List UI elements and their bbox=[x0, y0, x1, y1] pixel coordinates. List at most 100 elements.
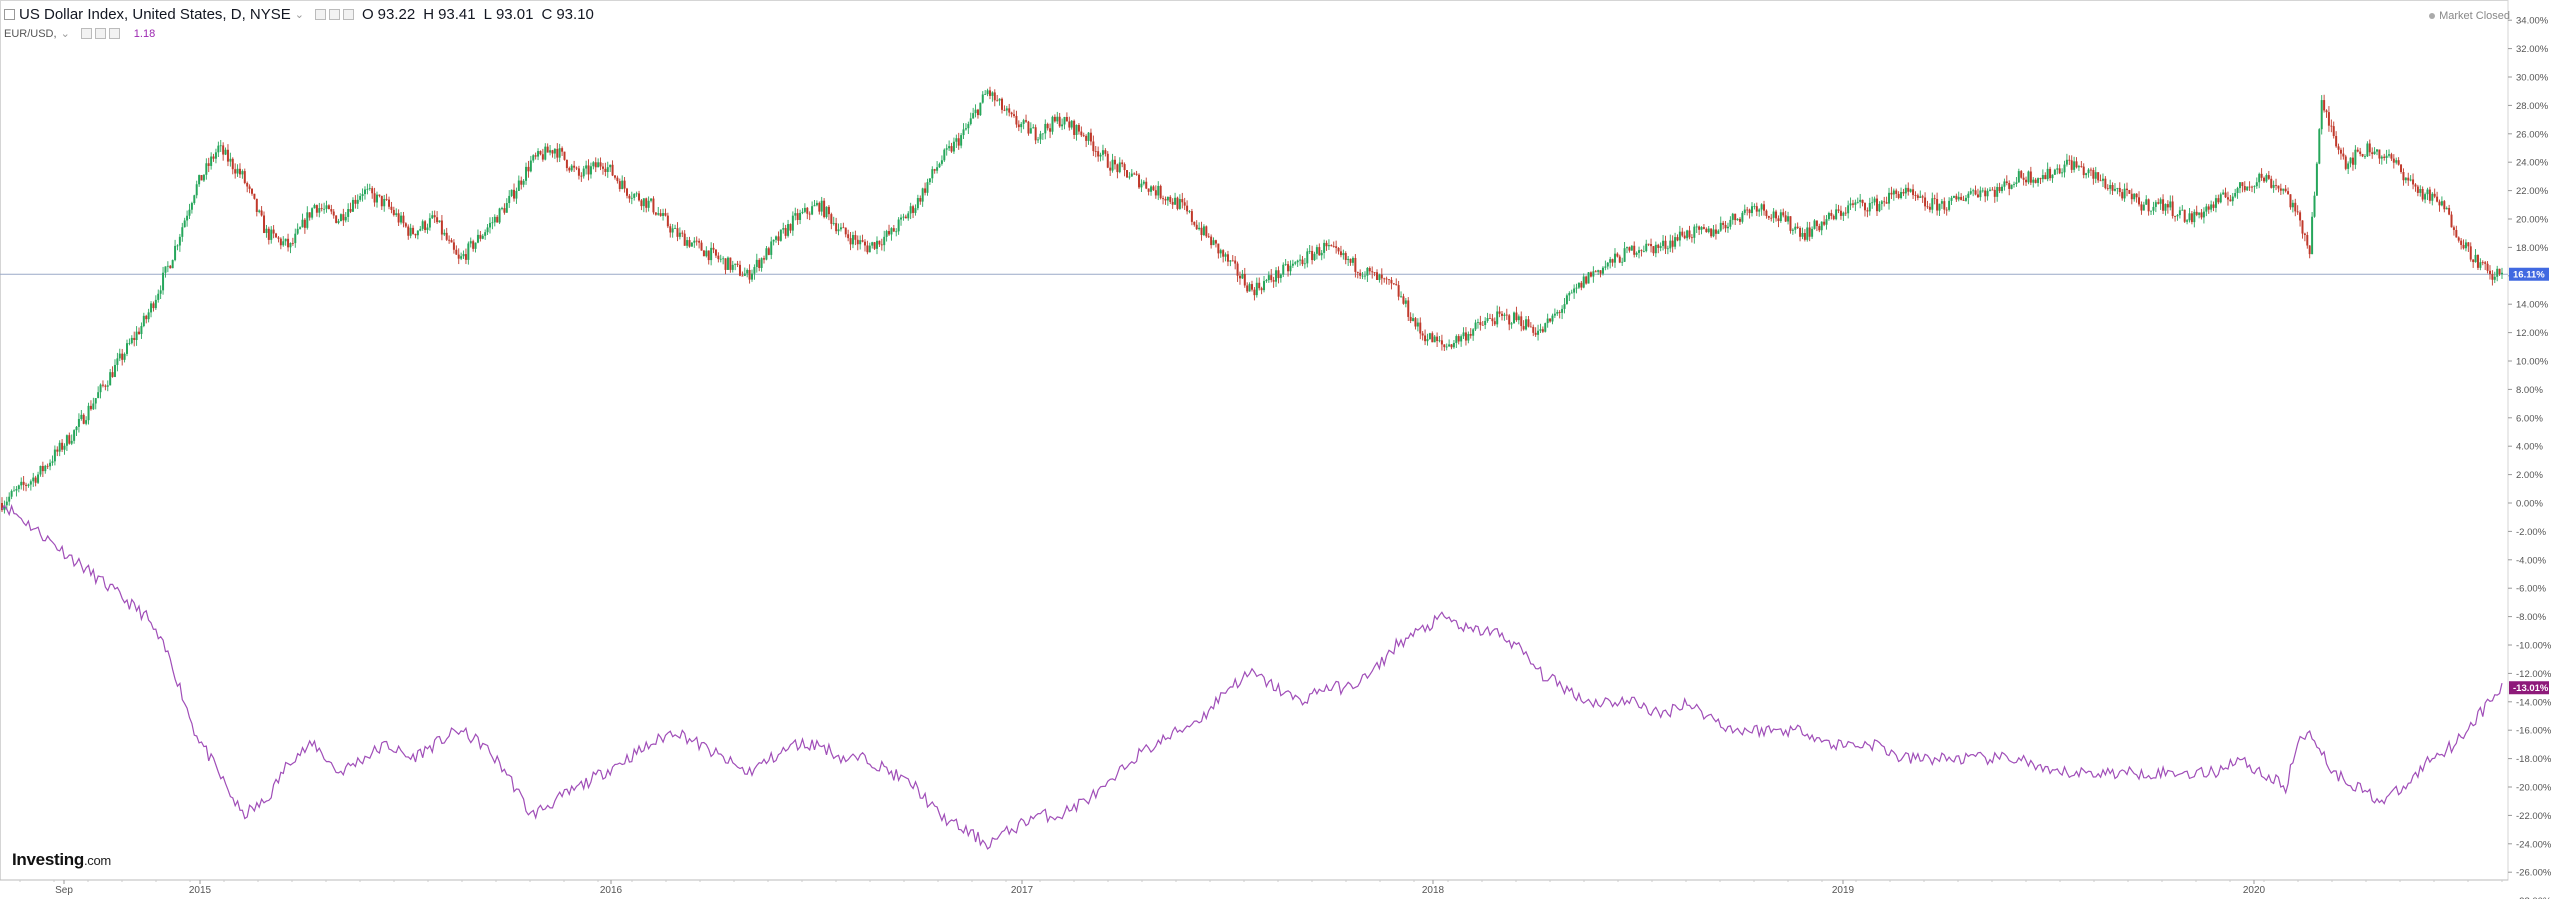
candle-body bbox=[1094, 151, 1097, 152]
candle-body bbox=[589, 166, 592, 175]
candle-body bbox=[2243, 186, 2246, 191]
candle-body bbox=[1041, 133, 1044, 135]
settings-icon[interactable] bbox=[329, 9, 340, 20]
candle-body bbox=[1775, 211, 1778, 219]
eye-icon[interactable] bbox=[315, 9, 326, 20]
close-icon[interactable] bbox=[343, 9, 354, 20]
candle-body bbox=[2469, 246, 2472, 260]
candle-body bbox=[467, 243, 470, 260]
candle-body bbox=[1943, 201, 1946, 210]
candle-body bbox=[1061, 124, 1064, 127]
candle-body bbox=[1974, 190, 1977, 195]
candle-body bbox=[1113, 159, 1116, 165]
candle-body bbox=[1145, 181, 1148, 189]
candle-body bbox=[164, 266, 167, 273]
candle-body bbox=[2296, 211, 2299, 213]
candle-body bbox=[1051, 116, 1054, 132]
candle-body bbox=[246, 183, 249, 187]
candle-body bbox=[87, 405, 90, 421]
close-icon[interactable] bbox=[108, 28, 120, 39]
settings-icon[interactable] bbox=[94, 28, 106, 39]
candle-body bbox=[258, 210, 261, 212]
chevron-down-icon[interactable]: ⌄ bbox=[294, 9, 304, 21]
candle-body bbox=[794, 213, 797, 216]
candle-body bbox=[2080, 166, 2083, 167]
candle-body bbox=[2222, 192, 2225, 195]
candle-body bbox=[760, 258, 763, 268]
candle-body bbox=[2301, 220, 2304, 234]
candle-body bbox=[1476, 322, 1479, 323]
compare-series-legend[interactable]: EUR/USD, ⌄ 1.18 bbox=[4, 27, 156, 41]
candle-body bbox=[1385, 278, 1388, 280]
candle-body bbox=[1683, 235, 1686, 239]
candle-body bbox=[527, 166, 530, 172]
candle-body bbox=[2464, 242, 2467, 249]
candle-body bbox=[2366, 143, 2369, 157]
candle-body bbox=[1363, 275, 1366, 277]
candle-body bbox=[296, 228, 299, 234]
candle-body bbox=[2363, 156, 2366, 158]
chevron-down-icon[interactable]: ⌄ bbox=[60, 28, 70, 40]
candle-body bbox=[1383, 278, 1386, 280]
candle-body bbox=[2053, 169, 2056, 175]
candle-body bbox=[890, 228, 893, 235]
candle-body bbox=[1154, 190, 1157, 196]
candle-body bbox=[1202, 226, 1205, 236]
candle-body bbox=[1025, 120, 1028, 122]
candle-body bbox=[1378, 274, 1381, 280]
candle-body bbox=[2001, 186, 2003, 192]
candle-body bbox=[806, 207, 809, 214]
candle-body bbox=[895, 231, 898, 233]
candle-body bbox=[450, 240, 453, 243]
candle-body bbox=[2428, 189, 2431, 201]
candle-body bbox=[2311, 216, 2314, 255]
candle-body bbox=[1335, 246, 1338, 248]
candle-body bbox=[1770, 217, 1773, 219]
candle-body bbox=[2445, 207, 2448, 210]
candle-body bbox=[2392, 158, 2395, 163]
candle-body bbox=[801, 211, 804, 213]
candle-body bbox=[1080, 131, 1083, 136]
candle-body bbox=[282, 241, 285, 246]
candle-body bbox=[1657, 244, 1660, 248]
candle-body bbox=[342, 214, 345, 221]
eye-icon[interactable] bbox=[80, 28, 92, 39]
candle-body bbox=[642, 198, 645, 207]
y-tick-label: -12.00% bbox=[2516, 669, 2552, 680]
candle-body bbox=[438, 220, 441, 223]
candle-body bbox=[80, 414, 83, 419]
candle-body bbox=[698, 240, 701, 243]
candle-body bbox=[392, 209, 395, 215]
candle-body bbox=[46, 465, 49, 467]
candle-body bbox=[104, 385, 107, 387]
candle-body bbox=[2106, 188, 2109, 189]
y-tick-label: -16.00% bbox=[2516, 726, 2552, 737]
candle-body bbox=[2109, 185, 2112, 189]
candle-body bbox=[758, 259, 761, 268]
candle-body bbox=[1613, 253, 1616, 263]
candle-body bbox=[1001, 98, 1003, 110]
candle-body bbox=[909, 206, 912, 214]
compare-series-value: 1.18 bbox=[133, 27, 156, 40]
candle-body bbox=[498, 208, 501, 223]
candle-body bbox=[13, 490, 16, 492]
candle-body bbox=[1248, 284, 1251, 292]
candle-body bbox=[1150, 186, 1153, 192]
main-series-legend[interactable]: US Dollar Index, United States, D, NYSE … bbox=[4, 6, 602, 23]
collapse-icon[interactable] bbox=[4, 9, 15, 20]
candle-body bbox=[2284, 188, 2287, 192]
candle-body bbox=[883, 236, 886, 246]
candle-body bbox=[176, 245, 179, 247]
candle-body bbox=[1339, 251, 1342, 256]
candle-body bbox=[2207, 206, 2210, 210]
candle-body bbox=[2037, 178, 2040, 183]
candle-body bbox=[1597, 270, 1600, 272]
candle-body bbox=[628, 195, 631, 199]
candle-body bbox=[1491, 318, 1494, 322]
candle-body bbox=[1823, 221, 1826, 225]
investing-logo[interactable]: Investing.com bbox=[12, 850, 111, 870]
candle-body bbox=[493, 216, 496, 223]
candle-body bbox=[580, 175, 583, 177]
candle-body bbox=[1097, 151, 1100, 157]
candle-body bbox=[1863, 203, 1866, 211]
